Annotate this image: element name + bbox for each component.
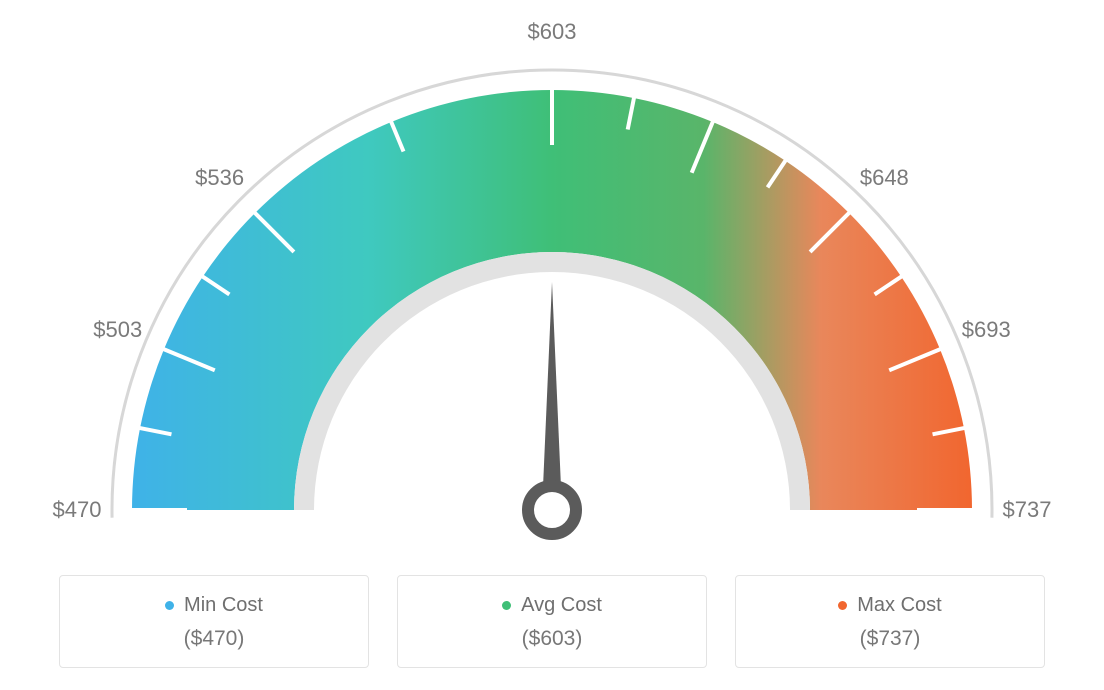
legend-value-min: ($470) xyxy=(70,627,358,651)
legend-card-avg: Avg Cost ($603) xyxy=(397,575,707,668)
gauge-chart: $470$503$536$603$648$693$737 xyxy=(72,40,1032,540)
gauge-needle-hub xyxy=(528,486,576,534)
legend-label-min: Min Cost xyxy=(184,594,263,617)
gauge-tick-label: $503 xyxy=(93,317,142,343)
legend-label-max: Max Cost xyxy=(857,594,941,617)
gauge-tick-label: $648 xyxy=(860,165,909,191)
legend-title-min: Min Cost xyxy=(165,594,263,617)
legend-card-max: Max Cost ($737) xyxy=(735,575,1045,668)
legend-dot-avg xyxy=(502,601,511,610)
legend-card-min: Min Cost ($470) xyxy=(59,575,369,668)
gauge-needle xyxy=(542,282,562,510)
legend-title-max: Max Cost xyxy=(838,594,941,617)
legend-value-max: ($737) xyxy=(746,627,1034,651)
gauge-tick-label: $603 xyxy=(528,19,577,45)
legend-value-avg: ($603) xyxy=(408,627,696,651)
gauge-tick-label: $737 xyxy=(1003,497,1052,523)
legend-title-avg: Avg Cost xyxy=(502,594,602,617)
gauge-tick-label: $470 xyxy=(53,497,102,523)
gauge-tick-label: $536 xyxy=(195,165,244,191)
legend-dot-max xyxy=(838,601,847,610)
legend-dot-min xyxy=(165,601,174,610)
gauge-svg xyxy=(72,40,1032,580)
gauge-tick-label: $693 xyxy=(962,317,1011,343)
legend-row: Min Cost ($470) Avg Cost ($603) Max Cost… xyxy=(59,575,1045,668)
legend-label-avg: Avg Cost xyxy=(521,594,602,617)
